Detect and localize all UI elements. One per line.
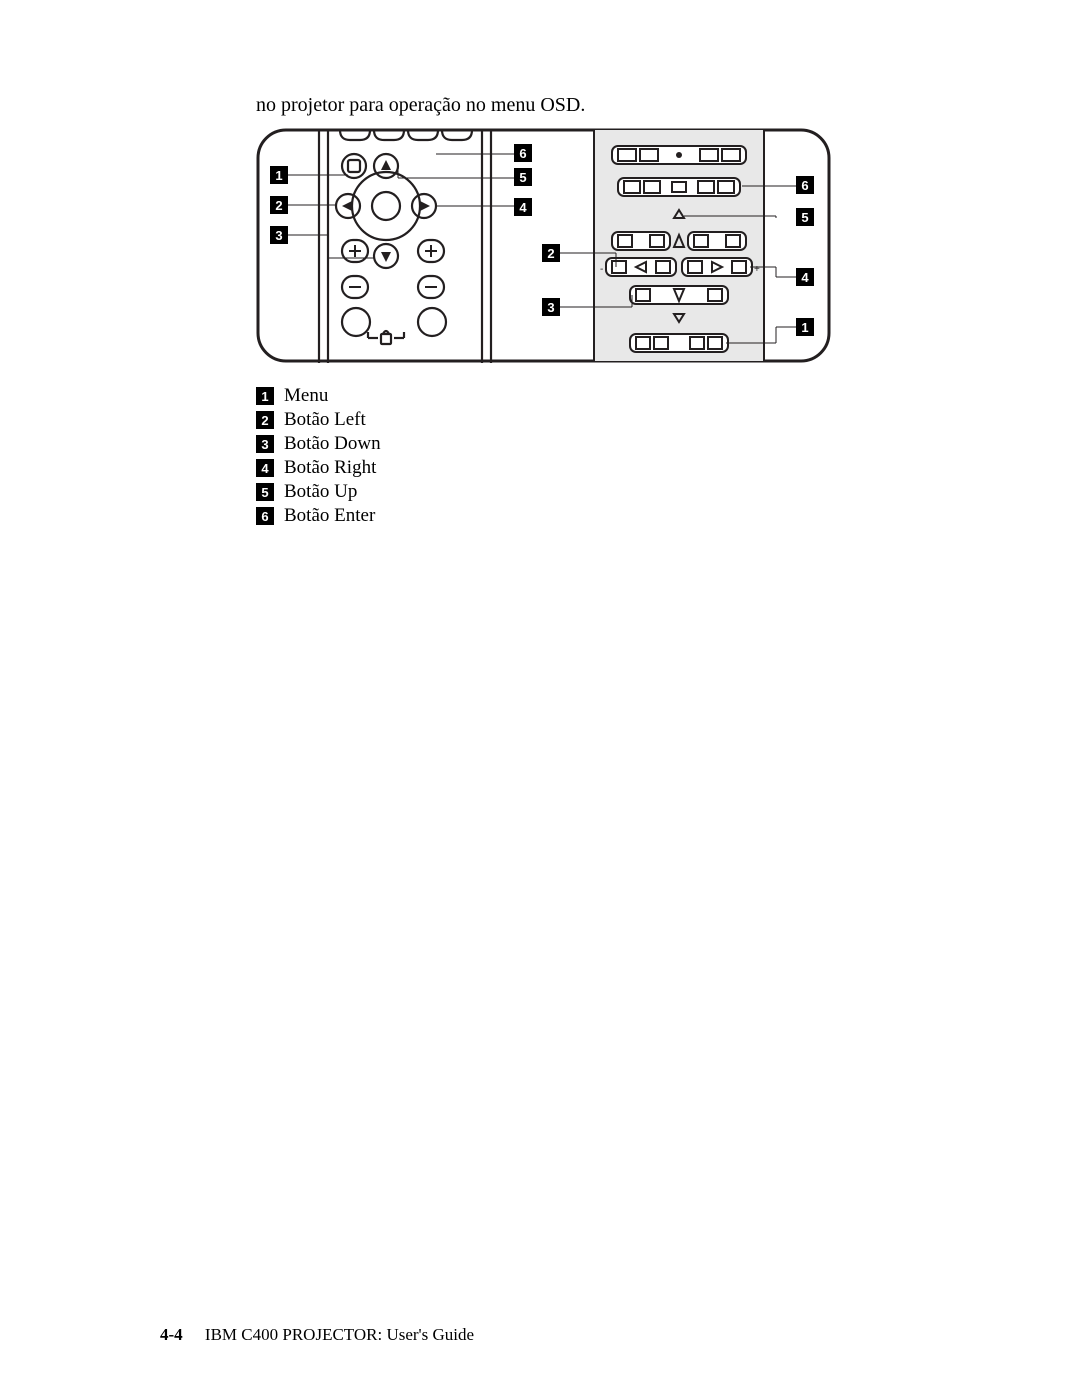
callout-3-left: 3 [270,226,288,244]
legend-item-1: 1 Menu [256,384,381,408]
legend-num-5: 5 [256,483,274,501]
callout-5-right: 5 [796,208,814,226]
legend-label-2: Botão Left [284,409,366,431]
legend-item-4: 4 Botão Right [256,456,381,480]
callout-3-mid: 3 [542,298,560,316]
legend-num-2: 2 [256,411,274,429]
page-footer: 4-4 IBM C400 PROJECTOR: User's Guide [160,1325,474,1345]
legend-list: 1 Menu 2 Botão Left 3 Botão Down 4 Botão… [256,384,381,528]
callout-6-right: 6 [796,176,814,194]
intro-text: no projetor para operação no menu OSD. [256,94,585,117]
legend-label-5: Botão Up [284,481,357,503]
legend-num-6: 6 [256,507,274,525]
callout-4-mid: 4 [514,198,532,216]
footer-title: IBM C400 PROJECTOR: User's Guide [205,1325,474,1344]
callout-1-left: 1 [270,166,288,184]
diagram-figure: - + [256,128,831,363]
legend-label-4: Botão Right [284,457,376,479]
callout-5-mid: 5 [514,168,532,186]
legend-label-1: Menu [284,385,328,407]
legend-label-6: Botão Enter [284,505,375,527]
legend-item-2: 2 Botão Left [256,408,381,432]
legend-item-6: 6 Botão Enter [256,504,381,528]
legend-label-3: Botão Down [284,433,381,455]
callout-4-right: 4 [796,268,814,286]
callout-2-mid: 2 [542,244,560,262]
svg-text:-: - [600,264,603,275]
legend-item-3: 3 Botão Down [256,432,381,456]
svg-text:+: + [754,264,760,275]
legend-num-1: 1 [256,387,274,405]
legend-item-5: 5 Botão Up [256,480,381,504]
callout-1-right: 1 [796,318,814,336]
callout-2-left: 2 [270,196,288,214]
page-number: 4-4 [160,1325,183,1344]
legend-num-4: 4 [256,459,274,477]
callout-6-mid: 6 [514,144,532,162]
legend-num-3: 3 [256,435,274,453]
